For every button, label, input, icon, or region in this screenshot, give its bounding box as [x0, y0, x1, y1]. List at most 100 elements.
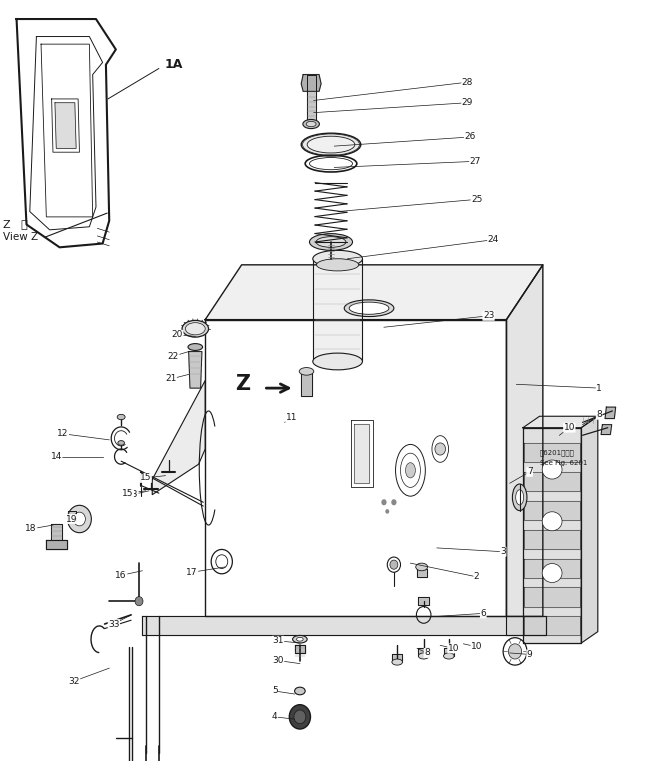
Polygon shape	[205, 265, 543, 320]
Ellipse shape	[542, 512, 562, 531]
Ellipse shape	[299, 368, 314, 375]
Text: 32: 32	[68, 677, 80, 686]
Text: 28: 28	[461, 78, 473, 87]
Text: 12: 12	[57, 429, 69, 438]
Text: 15: 15	[140, 473, 152, 482]
Ellipse shape	[309, 234, 352, 250]
Polygon shape	[506, 265, 543, 616]
Text: 9: 9	[527, 650, 532, 659]
Polygon shape	[418, 648, 429, 656]
Ellipse shape	[306, 121, 316, 126]
Polygon shape	[524, 559, 580, 578]
Text: 27: 27	[469, 157, 481, 166]
Text: 30: 30	[272, 656, 284, 665]
Text: 10: 10	[471, 642, 483, 651]
Polygon shape	[523, 416, 598, 428]
Circle shape	[73, 512, 85, 526]
Text: 10: 10	[448, 644, 459, 653]
Ellipse shape	[182, 320, 209, 337]
Text: 21: 21	[165, 374, 177, 384]
Ellipse shape	[185, 323, 205, 335]
Ellipse shape	[307, 136, 355, 153]
Circle shape	[508, 644, 522, 659]
Text: 11: 11	[285, 412, 297, 422]
Text: 25: 25	[471, 195, 483, 204]
Polygon shape	[523, 428, 581, 643]
Polygon shape	[392, 654, 402, 662]
Circle shape	[294, 710, 306, 724]
Polygon shape	[418, 597, 429, 605]
Polygon shape	[601, 425, 612, 435]
Ellipse shape	[118, 441, 124, 445]
Text: 1: 1	[596, 384, 602, 393]
Text: 第6201図参照: 第6201図参照	[540, 450, 575, 456]
Ellipse shape	[295, 687, 305, 695]
Ellipse shape	[542, 460, 562, 479]
Ellipse shape	[418, 653, 429, 659]
Ellipse shape	[405, 463, 415, 478]
Ellipse shape	[516, 490, 524, 505]
Ellipse shape	[303, 119, 319, 129]
Text: 8: 8	[424, 648, 430, 658]
Text: 8: 8	[596, 410, 602, 419]
Circle shape	[68, 505, 91, 533]
Text: 1A: 1A	[164, 58, 183, 72]
Ellipse shape	[188, 343, 203, 350]
Polygon shape	[354, 424, 369, 483]
Text: See Fig. 6201: See Fig. 6201	[540, 460, 587, 466]
Text: 13: 13	[126, 490, 138, 499]
Text: 14: 14	[50, 452, 62, 461]
Polygon shape	[51, 524, 62, 540]
Text: 7: 7	[527, 467, 532, 476]
Ellipse shape	[344, 300, 394, 317]
Text: 23: 23	[483, 311, 495, 320]
Text: 2: 2	[474, 572, 479, 581]
Polygon shape	[605, 407, 616, 419]
Polygon shape	[581, 416, 598, 643]
Polygon shape	[68, 511, 76, 521]
Ellipse shape	[512, 484, 527, 511]
Polygon shape	[142, 616, 546, 635]
Text: 19: 19	[66, 514, 77, 524]
Polygon shape	[295, 645, 305, 653]
Text: 33: 33	[108, 619, 120, 629]
Polygon shape	[524, 587, 580, 607]
Polygon shape	[301, 373, 312, 396]
Text: 16: 16	[115, 571, 127, 580]
Polygon shape	[524, 501, 580, 520]
Circle shape	[390, 560, 398, 569]
Polygon shape	[301, 75, 321, 91]
Circle shape	[385, 509, 389, 514]
Text: View Z: View Z	[3, 232, 38, 243]
Ellipse shape	[312, 353, 362, 370]
Text: 22: 22	[168, 352, 179, 361]
Polygon shape	[524, 616, 580, 635]
Ellipse shape	[316, 259, 359, 271]
Polygon shape	[524, 443, 580, 462]
Polygon shape	[524, 472, 580, 491]
Text: 5: 5	[272, 686, 277, 696]
Ellipse shape	[349, 302, 389, 314]
Polygon shape	[205, 320, 506, 616]
Polygon shape	[307, 75, 316, 120]
Text: 18: 18	[25, 524, 37, 533]
Polygon shape	[189, 352, 202, 388]
Ellipse shape	[416, 563, 428, 571]
Ellipse shape	[297, 637, 303, 641]
Text: 20: 20	[171, 330, 183, 339]
Ellipse shape	[301, 133, 361, 156]
Ellipse shape	[316, 237, 346, 247]
Text: 10: 10	[563, 423, 575, 432]
Ellipse shape	[444, 653, 454, 659]
Circle shape	[435, 443, 446, 455]
Text: 6: 6	[481, 609, 486, 618]
Ellipse shape	[312, 250, 362, 267]
Text: 17: 17	[186, 568, 198, 577]
Circle shape	[381, 499, 387, 505]
Text: 26: 26	[464, 132, 476, 142]
Ellipse shape	[293, 635, 307, 643]
Text: 4: 4	[272, 712, 277, 721]
Polygon shape	[444, 648, 454, 656]
Text: Z   視: Z 視	[3, 219, 28, 230]
Circle shape	[135, 597, 143, 606]
